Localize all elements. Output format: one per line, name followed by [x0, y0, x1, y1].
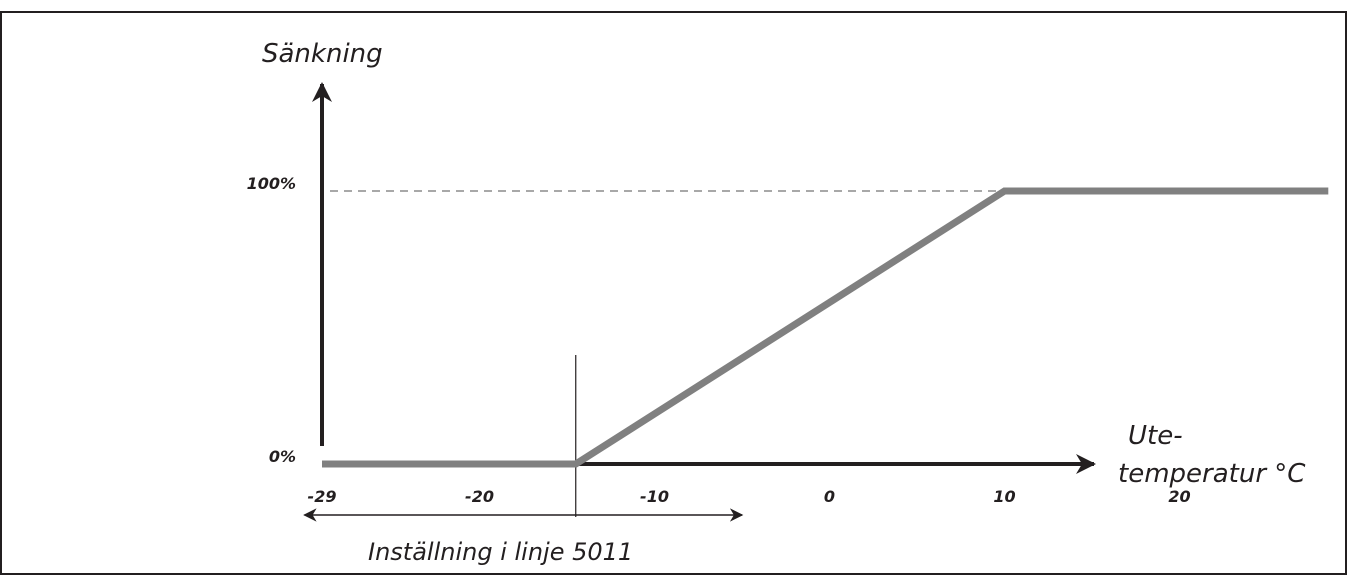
- y-tick-labels: 0% 100%: [247, 174, 296, 466]
- x-tick-label: 10: [993, 487, 1015, 506]
- y-tick-label: 0%: [269, 447, 296, 466]
- x-tick-label: -20: [465, 487, 494, 506]
- x-tick-label: 0: [824, 487, 835, 506]
- x-axis-label-line2: temperatur °C: [1118, 459, 1306, 489]
- x-tick-label: -10: [640, 487, 669, 506]
- chart-border: [0, 11, 1347, 575]
- series-line: [322, 187, 1329, 468]
- x-tick-labels: -29 -20 -10 0 10 20: [308, 487, 1191, 506]
- y-tick-label: 100%: [247, 174, 296, 193]
- x-tick-label: 20: [1168, 487, 1190, 506]
- x-axis-label-line1: Ute-: [1128, 421, 1183, 451]
- setting-annotation: Inställning i linje 5011: [368, 538, 633, 566]
- x-tick-label: -29: [308, 487, 337, 506]
- y-axis-label: Sänkning: [262, 39, 383, 69]
